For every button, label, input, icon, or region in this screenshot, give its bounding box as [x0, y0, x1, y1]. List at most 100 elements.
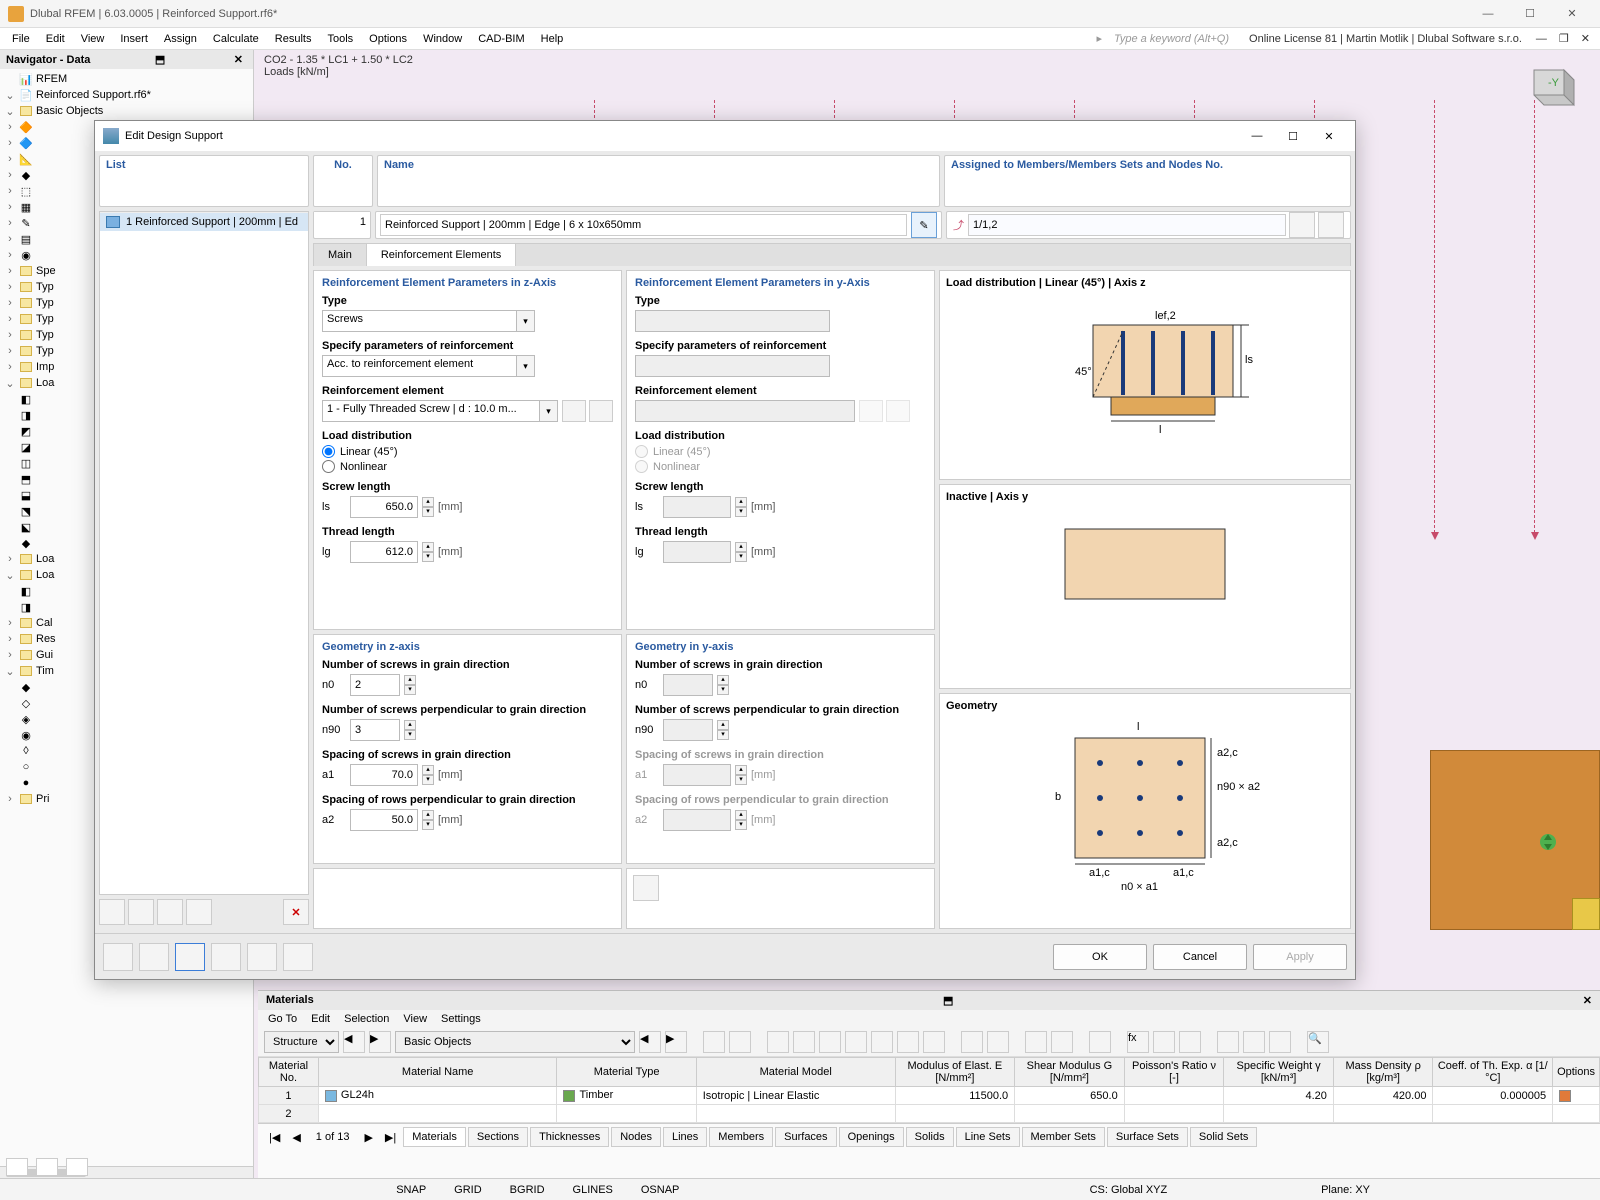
menu-insert[interactable]: Insert	[112, 31, 156, 47]
menu-assign[interactable]: Assign	[156, 31, 205, 47]
ok-button[interactable]: OK	[1053, 944, 1147, 970]
footer-tool3[interactable]	[175, 943, 205, 971]
mt-b5[interactable]	[819, 1031, 841, 1053]
mtab-nodes[interactable]: Nodes	[611, 1127, 661, 1147]
status-grid[interactable]: GRID	[448, 1182, 488, 1198]
move-handle-icon[interactable]	[1536, 830, 1560, 854]
mt-b12[interactable]	[1025, 1031, 1047, 1053]
assign-pick-button[interactable]	[1289, 212, 1315, 238]
chevron-down-icon[interactable]: ▾	[517, 355, 535, 377]
z-dist-linear-radio[interactable]	[322, 445, 335, 458]
mt-b1[interactable]	[703, 1031, 725, 1053]
tree-file[interactable]: Reinforced Support.rf6*	[36, 89, 151, 101]
tree-sub[interactable]: Loa	[36, 553, 54, 565]
menu-cadbim[interactable]: CAD-BIM	[470, 31, 532, 47]
tab-reinforcement[interactable]: Reinforcement Elements	[367, 244, 516, 266]
assign-value[interactable]: 1/1,2	[968, 214, 1286, 236]
mtab-next[interactable]: ▶	[359, 1129, 377, 1146]
mt-b8[interactable]	[897, 1031, 919, 1053]
mt-nav-l2[interactable]: ◀	[639, 1031, 661, 1053]
tree-sub[interactable]: Loa	[36, 377, 54, 389]
mtab-last[interactable]: ▶|	[380, 1129, 401, 1146]
mtab-solidsets[interactable]: Solid Sets	[1190, 1127, 1258, 1147]
doc-min-icon[interactable]: —	[1530, 33, 1553, 45]
list-tool3-button[interactable]	[157, 899, 183, 925]
status-glines[interactable]: GLINES	[567, 1182, 619, 1198]
name-input[interactable]	[380, 214, 907, 236]
list-copy-button[interactable]	[128, 899, 154, 925]
app-icon-3[interactable]	[66, 1158, 88, 1176]
z-spec-combo[interactable]: Acc. to reinforcement element	[322, 355, 517, 377]
tree-sub[interactable]: Typ	[36, 329, 54, 341]
mat-combo1[interactable]: Structure	[264, 1031, 339, 1053]
mtab-solids[interactable]: Solids	[906, 1127, 954, 1147]
z-elem-lib-button[interactable]	[562, 400, 586, 422]
mt-b16[interactable]	[1217, 1031, 1239, 1053]
mt-b4[interactable]	[793, 1031, 815, 1053]
app-icon-2[interactable]	[36, 1158, 58, 1176]
list-tool4-button[interactable]	[186, 899, 212, 925]
mt-nav-r[interactable]: ▶	[369, 1031, 391, 1053]
minimize-button[interactable]: —	[1468, 2, 1508, 26]
footer-tool1[interactable]	[103, 943, 133, 971]
gz-n0-input[interactable]	[350, 674, 400, 696]
table-row[interactable]: 2	[259, 1105, 1600, 1123]
mtab-openings[interactable]: Openings	[839, 1127, 904, 1147]
close-button[interactable]: ✕	[1552, 2, 1592, 26]
mt-search[interactable]: 🔍	[1307, 1031, 1329, 1053]
assign-pick2-button[interactable]	[1318, 212, 1344, 238]
mt-fx2[interactable]	[1153, 1031, 1175, 1053]
mt-b18[interactable]	[1269, 1031, 1291, 1053]
mtab-members[interactable]: Members	[709, 1127, 773, 1147]
mtab-sections[interactable]: Sections	[468, 1127, 528, 1147]
menu-file[interactable]: File	[4, 31, 38, 47]
mt-b11[interactable]	[987, 1031, 1009, 1053]
list-new-button[interactable]	[99, 899, 125, 925]
tree-sub[interactable]: Gui	[36, 649, 53, 661]
navigator-close-icon[interactable]: ✕	[230, 53, 247, 66]
extra-tool-button[interactable]	[633, 875, 659, 901]
tree-sub[interactable]: Tim	[36, 665, 54, 677]
footer-tool5[interactable]	[247, 943, 277, 971]
materials-close-icon[interactable]: ✕	[1583, 994, 1592, 1007]
mt-nav-r2[interactable]: ▶	[665, 1031, 687, 1053]
mtab-membersets[interactable]: Member Sets	[1022, 1127, 1105, 1147]
mt-b13[interactable]	[1051, 1031, 1073, 1053]
list-delete-button[interactable]: ✕	[283, 899, 309, 925]
z-dist-nonlinear-radio[interactable]	[322, 460, 335, 473]
mtab-prev[interactable]: ◀	[287, 1129, 305, 1146]
tree-sub[interactable]: Spe	[36, 265, 56, 277]
dialog-close-icon[interactable]: ✕	[1311, 124, 1347, 148]
dialog-min-icon[interactable]: —	[1239, 124, 1275, 148]
menu-view[interactable]: View	[73, 31, 113, 47]
tree-rfem[interactable]: RFEM	[36, 73, 67, 85]
mt-b10[interactable]	[961, 1031, 983, 1053]
mtab-surfaces[interactable]: Surfaces	[775, 1127, 836, 1147]
mat-menu-view[interactable]: View	[403, 1013, 427, 1025]
gz-a1-input[interactable]	[350, 764, 418, 786]
footer-tool6[interactable]	[283, 943, 313, 971]
table-row[interactable]: 1 GL24h Timber Isotropic | Linear Elasti…	[259, 1087, 1600, 1105]
z-type-combo[interactable]: Screws	[322, 310, 517, 332]
keyword-hint[interactable]: Type a keyword (Alt+Q)	[1102, 33, 1241, 45]
mt-nav-l[interactable]: ◀	[343, 1031, 365, 1053]
tab-main[interactable]: Main	[314, 244, 367, 266]
chevron-down-icon[interactable]: ▾	[540, 400, 558, 422]
materials-pin-icon[interactable]: ⬒	[943, 994, 953, 1007]
status-snap[interactable]: SNAP	[390, 1182, 432, 1198]
menu-options[interactable]: Options	[361, 31, 415, 47]
mtab-surfacesets[interactable]: Surface Sets	[1107, 1127, 1188, 1147]
apply-button[interactable]: Apply	[1253, 944, 1347, 970]
mat-menu-set[interactable]: Settings	[441, 1013, 481, 1025]
mt-b15[interactable]	[1179, 1031, 1201, 1053]
mat-menu-sel[interactable]: Selection	[344, 1013, 389, 1025]
doc-close-icon[interactable]: ✕	[1575, 32, 1596, 45]
mat-menu-edit[interactable]: Edit	[311, 1013, 330, 1025]
z-elem-combo[interactable]: 1 - Fully Threaded Screw | d : 10.0 m...	[322, 400, 540, 422]
spin-up-icon[interactable]: ▴	[422, 497, 434, 507]
mt-b14[interactable]	[1089, 1031, 1111, 1053]
cancel-button[interactable]: Cancel	[1153, 944, 1247, 970]
footer-tool4[interactable]	[211, 943, 241, 971]
maximize-button[interactable]: ☐	[1510, 2, 1550, 26]
mat-combo2[interactable]: Basic Objects	[395, 1031, 635, 1053]
